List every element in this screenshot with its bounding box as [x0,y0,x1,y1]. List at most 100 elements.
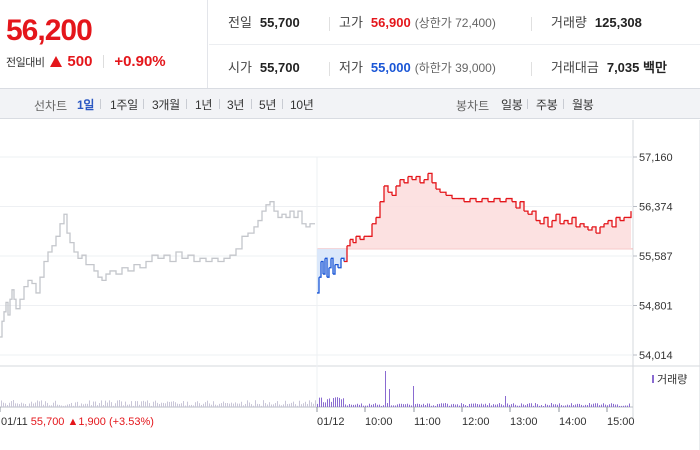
price-chart[interactable]: 57,160 56,374 55,587 54,801 54,014 01/12 10:0… [0,120,700,450]
volume-bar [77,401,78,407]
tab-weekly-candle[interactable]: 주봉 [536,98,558,112]
volume-bar [501,404,502,407]
volume-bar [603,403,604,407]
volume-bar [273,404,274,407]
volume-bar [129,404,130,407]
volume-bar [471,403,472,407]
volume-bar [301,404,302,407]
x-tick-label: 14:00 [559,416,587,428]
today-price-segment [592,226,597,234]
volume-bar [11,401,12,407]
volume-bar [97,405,98,407]
tab-monthly-candle[interactable]: 월봉 [572,98,594,112]
today-price-segment [344,245,348,263]
volume-bar [113,405,114,407]
volume-bar [171,401,172,407]
volume-bar [331,401,332,407]
volume-bar [147,400,148,407]
volume-bar [627,405,628,407]
volume-bar [59,404,60,407]
stat-divider [329,62,330,76]
volume-bar [157,402,158,407]
volume-bar [509,404,510,407]
volume-bar [511,404,512,407]
volume-bar [103,405,104,407]
volume-bar [285,400,286,407]
volume-bar [319,397,320,407]
stat-open: 시가 55,700 [228,59,300,77]
volume-bar [209,403,210,407]
price-change-row: 전일대비 500 +0.90% [6,53,166,71]
volume-bar [117,400,118,407]
volume-bar [17,403,18,407]
tab-5y[interactable]: 5년 [259,98,277,112]
tab-divider [219,99,220,109]
today-price-segment [338,258,342,269]
volume-bar [247,400,248,407]
tab-1w[interactable]: 1주일 [110,98,138,112]
volume-bar [281,405,282,407]
stat-value: 55,700 [259,60,300,75]
today-price-segment [628,211,632,219]
volume-bar [437,404,438,407]
volume-bar [613,403,614,407]
volume-bar [15,403,16,407]
volume-bar [601,404,602,407]
tab-1y[interactable]: 1년 [195,98,213,112]
today-price-segment [520,201,525,212]
volume-bar [569,405,570,407]
tab-3m[interactable]: 3개월 [152,98,180,112]
volume-bar [305,401,306,407]
volume-bar [329,398,330,407]
volume-bar [317,403,318,407]
volume-bar [563,405,564,407]
volume-bar [461,403,462,407]
volume-bar [575,404,576,407]
x-axis: 01/12 10:00 11:00 12:00 13:00 14:00 15:00 01/11… [0,407,635,428]
change-percent: +0.90% [114,53,166,71]
volume-bar [75,402,76,407]
volume-bar [475,403,476,407]
volume-bar [567,404,568,407]
volume-bar [369,403,370,407]
volume-bar [529,403,530,407]
volume-bar [91,405,92,407]
stat-prev-close: 전일 55,700 [228,14,300,32]
volume-bar [349,404,350,407]
volume-bar [431,405,432,407]
today-price-segment [428,172,433,183]
volume-bar [253,405,254,407]
volume-bar [337,397,338,407]
volume-bar [383,405,384,407]
volume-bar [481,403,482,407]
volume-bar [385,371,386,407]
today-price-segment [424,173,429,181]
tab-3y[interactable]: 3년 [227,98,245,112]
tab-10y[interactable]: 10년 [290,98,314,112]
volume-bar [135,401,136,407]
volume-bar [269,402,270,407]
current-price: 56,200 [6,14,93,47]
volume-bar [225,403,226,407]
volume-bar [311,402,312,407]
volume-bar [441,403,442,407]
volume-bar [497,404,498,407]
volume-bar [127,404,128,407]
volume-bar [465,405,466,407]
volume-bar [523,404,524,407]
volume-bar [327,399,328,407]
volume-bar [615,404,616,407]
today-price-segment [331,257,334,275]
tab-1d[interactable]: 1일 [77,98,95,112]
volume-bar [165,403,166,407]
chart-lines [0,172,632,338]
volume-bar [185,405,186,407]
volume-bar [585,404,586,407]
volume-bar [503,405,504,407]
tab-daily-candle[interactable]: 일봉 [501,98,523,112]
today-price-segment [392,185,397,197]
volume-bar [193,405,194,407]
volume-bar [347,405,348,407]
volume-bar [463,404,464,407]
volume-bar [179,403,180,407]
